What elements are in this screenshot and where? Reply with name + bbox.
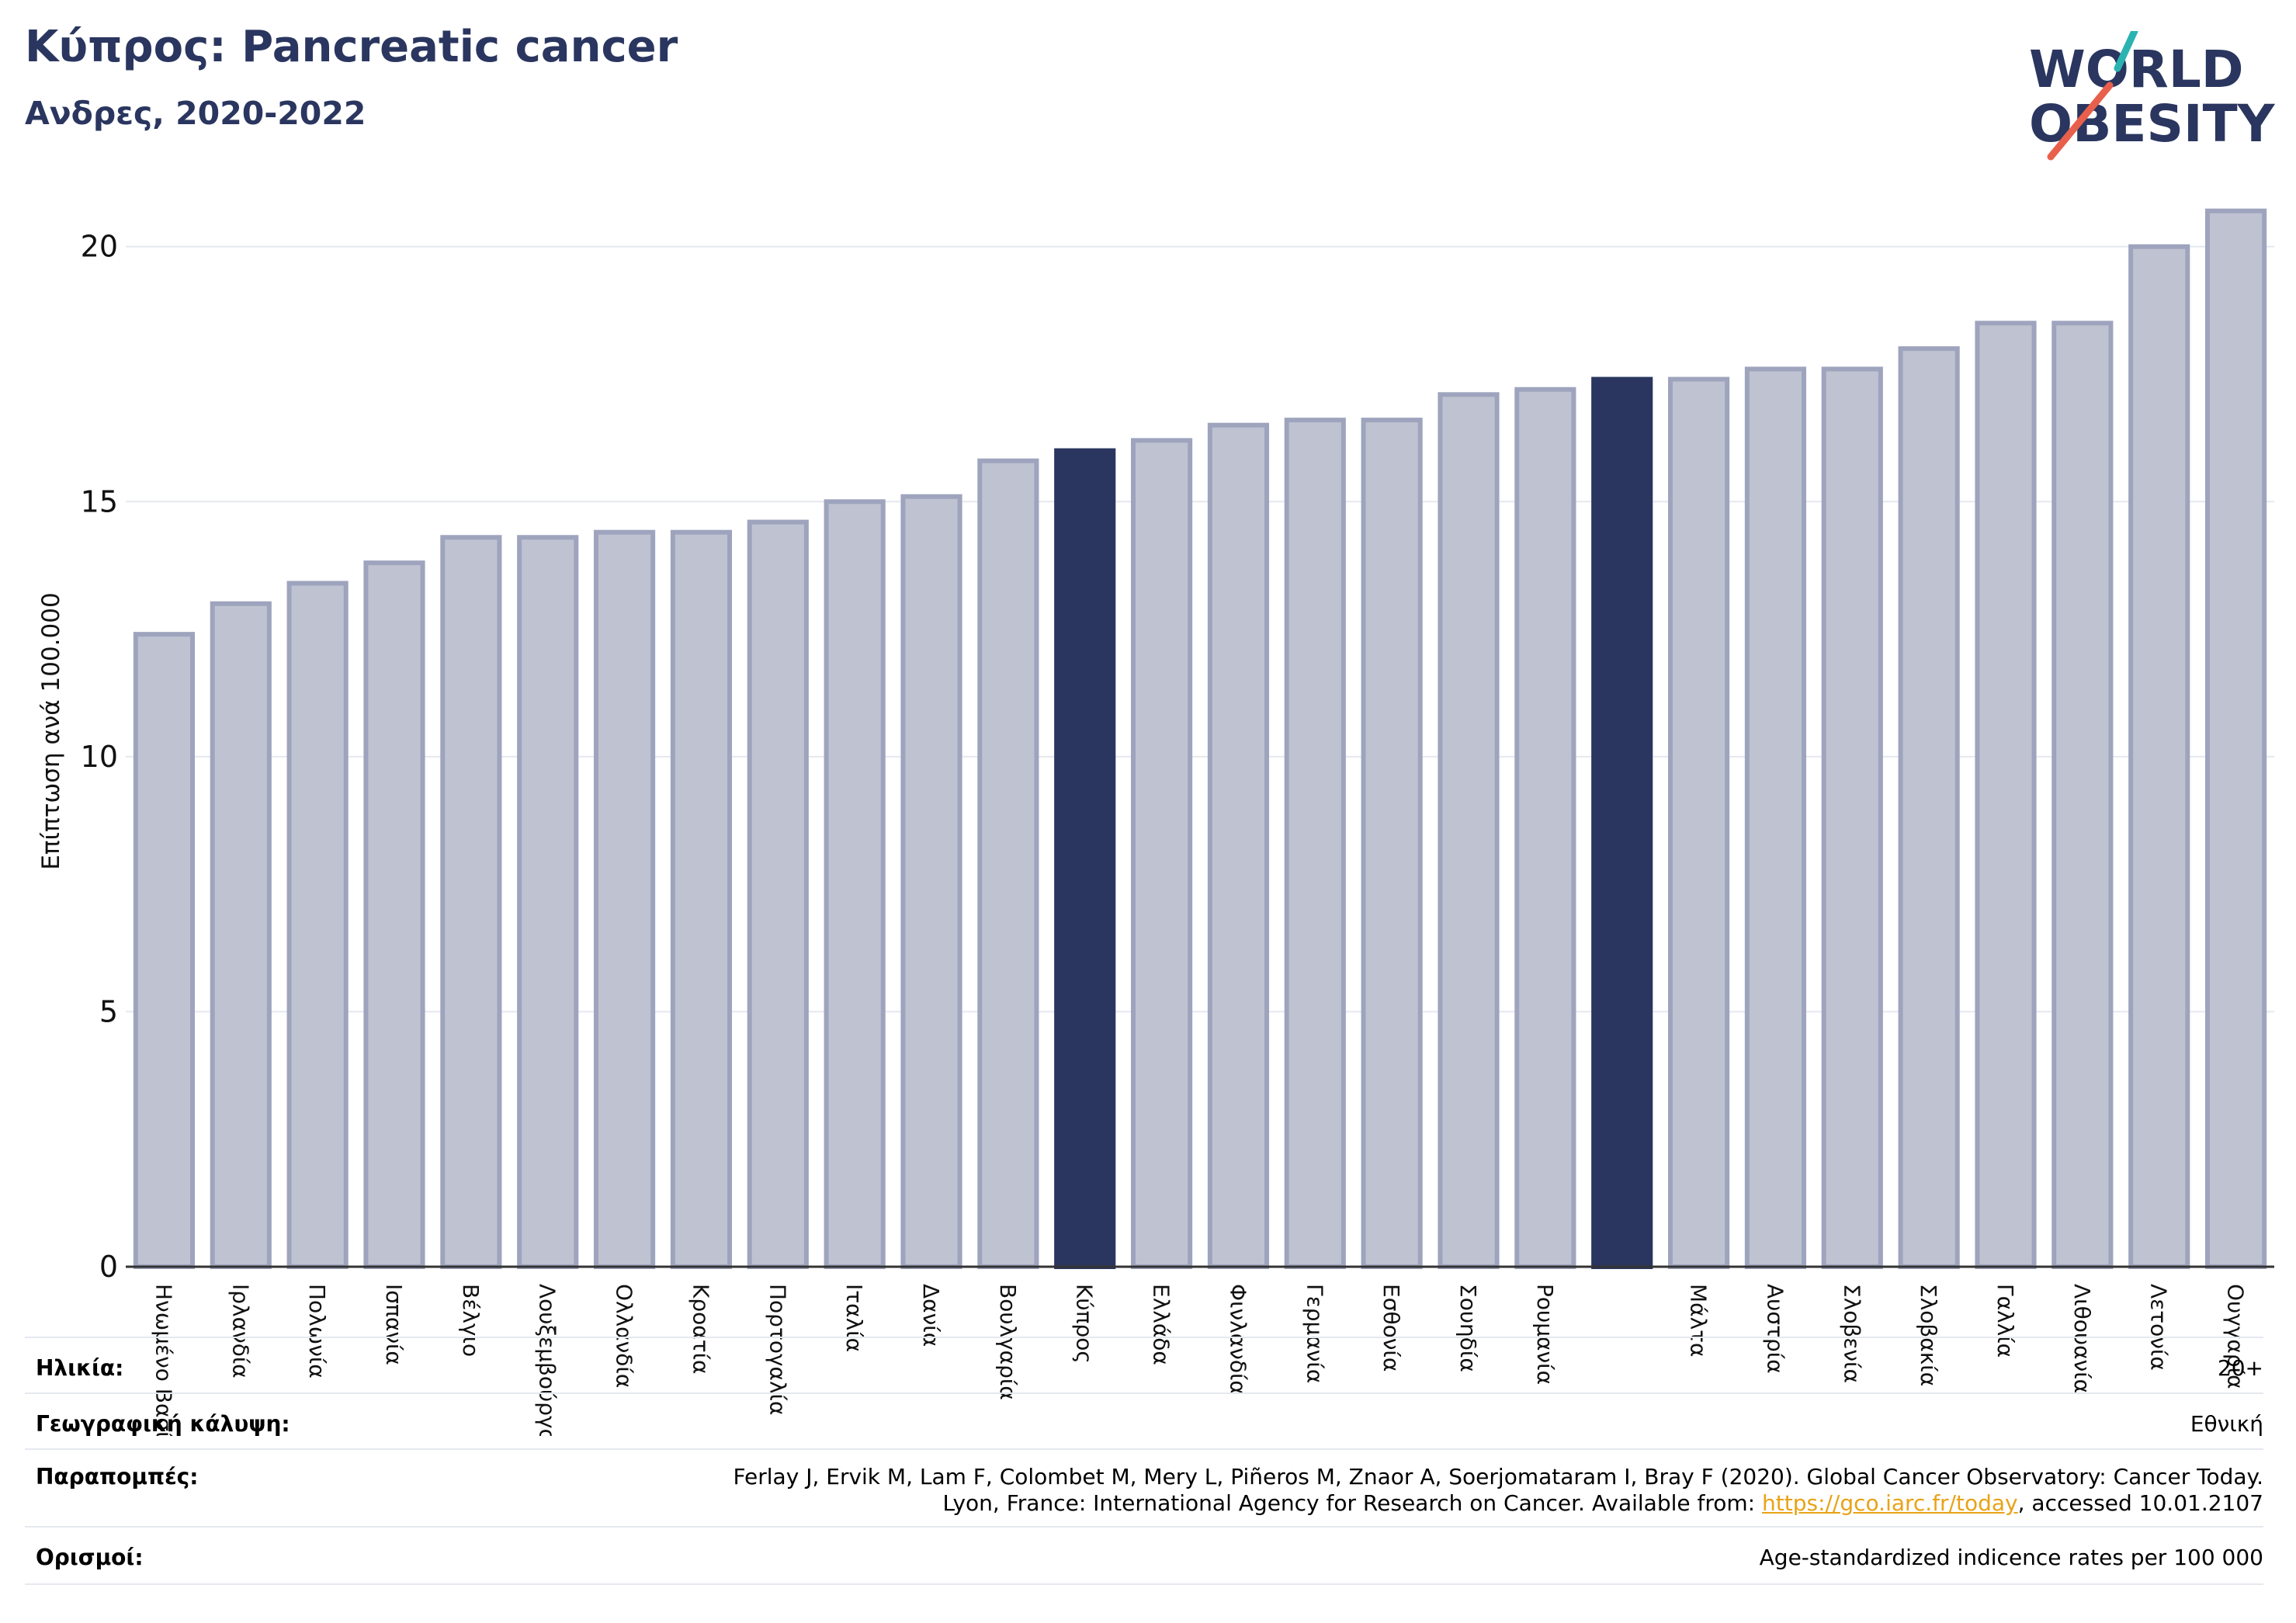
bar	[2204, 208, 2267, 1270]
x-tick-label: Γαλλία	[1993, 1284, 2018, 1358]
coverage-value: Εθνική	[2190, 1411, 2263, 1437]
page-subtitle: Ανδρες, 2020-2022	[25, 95, 366, 132]
x-tick-label: Λουξεμβούργο	[535, 1284, 560, 1436]
bar	[1667, 376, 1730, 1270]
bar	[1438, 392, 1500, 1269]
x-tick-label: Ελλάδα	[1149, 1284, 1174, 1365]
bar	[440, 535, 502, 1269]
bar	[1054, 448, 1116, 1269]
y-axis-label: Επίπτωση ανά 100.000	[37, 592, 65, 869]
age-label: Ηλικία:	[36, 1355, 124, 1381]
bar	[824, 499, 886, 1269]
y-tick-label: 20	[81, 230, 118, 264]
definitions-label: Ορισμοί:	[36, 1545, 144, 1570]
age-value: 20+	[2217, 1355, 2263, 1381]
bar	[977, 458, 1039, 1270]
bar	[670, 529, 733, 1269]
bar	[133, 632, 196, 1269]
bar	[363, 560, 425, 1269]
y-tick-label: 0	[99, 1250, 118, 1284]
world-obesity-logo: WORLD OBESITY	[2029, 31, 2276, 161]
y-tick-label: 5	[99, 994, 118, 1028]
references-line2-suffix: , accessed 10.01.2107	[2017, 1490, 2263, 1516]
x-tick-label: Δανία	[918, 1284, 944, 1347]
bar	[517, 535, 579, 1269]
logo-line2: OBESITY	[2029, 94, 2276, 154]
bar	[286, 581, 349, 1269]
x-tick-label: Ολλανδία	[612, 1284, 637, 1388]
x-tick-label: Σουηδία	[1455, 1284, 1481, 1372]
x-tick-label: Σλοβενία	[1839, 1284, 1864, 1383]
x-tick-label: Εσθονία	[1379, 1284, 1404, 1372]
bar	[747, 519, 809, 1269]
x-tick-label: Ιρλανδία	[227, 1284, 253, 1379]
bar	[1284, 418, 1346, 1270]
page-title: Κύπρος: Pancreatic cancer	[25, 22, 678, 72]
footer-age-row: Ηλικία: 20+	[25, 1337, 2263, 1394]
x-tick-label: Πολωνία	[304, 1284, 330, 1379]
bar	[210, 601, 272, 1269]
x-tick-label: Λιθουανία	[2069, 1284, 2095, 1393]
references-line2-text: Lyon, France: International Agency for R…	[942, 1490, 1762, 1516]
references-label: Παραπομπές:	[36, 1464, 199, 1489]
references-line2: Lyon, France: International Agency for R…	[942, 1490, 2263, 1516]
y-tick-label: 15	[81, 484, 118, 518]
bar	[2051, 321, 2114, 1269]
bar	[593, 529, 656, 1269]
bar	[1744, 366, 1807, 1269]
y-tick-label: 10	[81, 740, 118, 774]
x-tick-label: Ουγγαρία	[2223, 1284, 2249, 1389]
x-tick-label: Γερμανία	[1302, 1284, 1327, 1383]
references-line1: Ferlay J, Ervik M, Lam F, Colombet M, Me…	[733, 1464, 2263, 1489]
coverage-label: Γεωγραφική κάλυψη:	[36, 1411, 290, 1437]
bar	[900, 494, 962, 1269]
footer-coverage-row: Γεωγραφική κάλυψη: Εθνική	[25, 1392, 2263, 1450]
x-tick-label: Σλοβακία	[1916, 1284, 1941, 1386]
x-tick-label: Αυστρία	[1762, 1284, 1788, 1374]
x-tick-label: Βέλγιο	[458, 1284, 484, 1357]
bar	[2128, 244, 2190, 1270]
x-tick-label: Ρουμανία	[1532, 1284, 1558, 1385]
x-tick-label: Ιταλία	[841, 1284, 867, 1352]
x-tick-label: Κύπρος	[1072, 1284, 1098, 1364]
bar	[1591, 376, 1653, 1270]
x-tick-label: Λετονία	[2146, 1284, 2172, 1371]
bar	[1975, 321, 2037, 1269]
x-tick-label: Φινλανδία	[1225, 1284, 1250, 1395]
bar	[1207, 422, 1270, 1270]
bar	[1130, 438, 1193, 1269]
logo-accent-red	[2047, 81, 2114, 161]
bar	[1898, 346, 1960, 1270]
x-tick-label: Βουλγαρία	[995, 1284, 1021, 1400]
logo-accent-teal	[2114, 31, 2138, 72]
bar-chart: 0 5 10 15 20 Επίπτωση ανά 100.000 Ηνωμένο Βασί…	[37, 208, 2274, 1436]
bar	[1821, 366, 1883, 1269]
x-tick-label: Ηνωμένο Βασίλειο	[151, 1284, 176, 1436]
definitions-value: Age-standardized indicence rates per 100…	[1759, 1545, 2263, 1570]
footer-references-row: Παραπομπές: Ferlay J, Ervik M, Lam F, Co…	[25, 1448, 2263, 1528]
logo-line1: WORLD	[2029, 40, 2244, 99]
x-tick-label: Ισπανία	[381, 1284, 407, 1365]
bar	[1514, 387, 1576, 1270]
references-link[interactable]: https://gco.iarc.fr/today	[1762, 1490, 2018, 1516]
footer-definitions-row: Ορισμοί: Age-standardized indicence rate…	[25, 1526, 2263, 1585]
bar	[1361, 418, 1423, 1270]
x-tick-label: Μάλτα	[1686, 1284, 1712, 1358]
x-tick-label: Κροατία	[688, 1284, 713, 1375]
